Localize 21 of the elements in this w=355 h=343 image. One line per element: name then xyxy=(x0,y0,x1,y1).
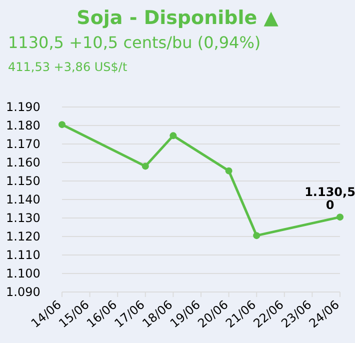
point xyxy=(225,167,232,174)
y-tick-label: 1.180 xyxy=(6,118,40,133)
chart-subtitle: 1130,5 +10,5 cents/bu (0,94%) xyxy=(8,33,261,52)
y-tick-label: 1.150 xyxy=(6,174,40,188)
data-label: 1.130,50 xyxy=(304,185,355,212)
y-tick-label: 1.160 xyxy=(6,156,40,170)
point xyxy=(336,214,344,221)
y-tick-label: 1.190 xyxy=(6,100,40,114)
point xyxy=(142,162,149,170)
y-tick-label: 1.090 xyxy=(6,285,40,300)
point xyxy=(170,132,177,140)
y-tick-label: 1.110 xyxy=(6,248,40,262)
y-tick-label: 1.140 xyxy=(6,192,40,207)
chart-title: Soja - Disponible ▲ xyxy=(76,7,279,29)
y-tick-label: 1.100 xyxy=(6,266,40,281)
text: 411,53 +3,86 US$/t xyxy=(8,60,128,74)
point xyxy=(58,121,66,128)
y-tick-label: 1.170 xyxy=(6,137,40,152)
y-tick-label: 1.120 xyxy=(6,230,40,244)
point xyxy=(253,232,260,240)
y-tick-label: 1.130 xyxy=(6,211,40,226)
